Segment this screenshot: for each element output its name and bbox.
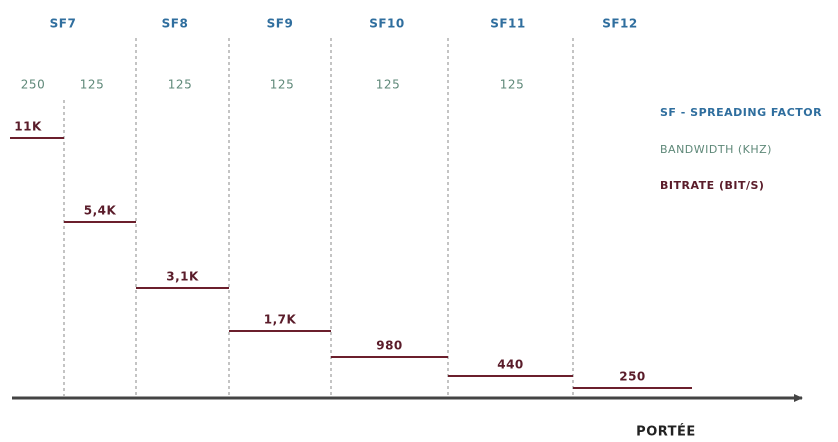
sf-label: SF12 — [602, 17, 638, 31]
bitrate-label: 11K — [14, 120, 42, 134]
legend-bandwidth: BANDWIDTH (KHZ) — [660, 143, 772, 156]
bandwidth-label: 250 — [21, 78, 45, 92]
axis-label: PORTÉE — [636, 424, 696, 440]
sf-label: SF11 — [490, 17, 526, 31]
bitrate-label: 440 — [497, 358, 524, 372]
sf-label: SF7 — [50, 17, 77, 31]
bandwidth-label: 125 — [500, 78, 524, 92]
bitrate-label: 1,7K — [264, 313, 297, 327]
bitrate-label: 3,1K — [166, 270, 199, 284]
bandwidth-label: 125 — [376, 78, 400, 92]
bandwidth-label: 125 — [80, 78, 104, 92]
bandwidth-label: 125 — [270, 78, 294, 92]
bitrate-label: 5,4K — [84, 204, 117, 218]
bitrate-label: 250 — [619, 370, 646, 384]
legend-sf: SF - SPREADING FACTOR — [660, 106, 822, 119]
bitrate-label: 980 — [376, 339, 403, 353]
sf-label: SF8 — [162, 17, 189, 31]
sf-label: SF10 — [369, 17, 405, 31]
bandwidth-label: 125 — [168, 78, 192, 92]
legend-bitrate: BITRATE (BIT/S) — [660, 179, 764, 192]
sf-label: SF9 — [267, 17, 294, 31]
